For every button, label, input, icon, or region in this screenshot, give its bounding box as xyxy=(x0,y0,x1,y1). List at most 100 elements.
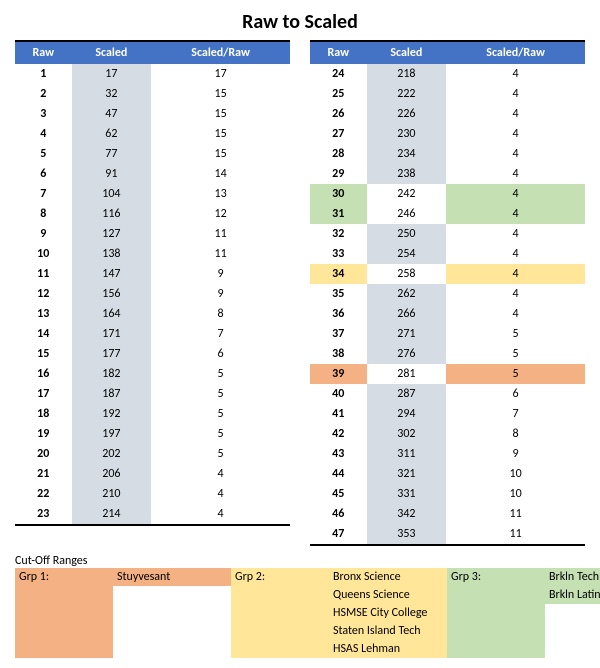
cell-scaled: 302 xyxy=(367,424,447,444)
cell-scaled: 258 xyxy=(367,264,447,284)
legend: Grp 1: Stuyvesant Grp 2: Bronx ScienceQu… xyxy=(15,568,585,658)
cell-scaled: 197 xyxy=(72,424,152,444)
cell-raw: 16 xyxy=(15,364,72,384)
cell-scaled: 250 xyxy=(367,224,447,244)
cell-scaled: 127 xyxy=(72,224,152,244)
cell-raw: 14 xyxy=(15,324,72,344)
cell-ratio: 6 xyxy=(151,344,290,364)
cell-ratio: 4 xyxy=(446,124,585,144)
legend-school: Staten Island Tech xyxy=(329,622,447,640)
cell-ratio: 5 xyxy=(151,384,290,404)
cell-raw: 17 xyxy=(15,384,72,404)
col-raw: Raw xyxy=(310,41,367,64)
cell-scaled: 242 xyxy=(367,184,447,204)
table-row: 222104 xyxy=(15,484,290,504)
cell-scaled: 271 xyxy=(367,324,447,344)
cell-ratio: 11 xyxy=(151,244,290,264)
cell-raw: 12 xyxy=(15,284,72,304)
table-row: 302424 xyxy=(310,184,585,204)
cell-raw: 28 xyxy=(310,144,367,164)
cell-raw: 18 xyxy=(15,404,72,424)
legend-school: Bronx Science xyxy=(329,568,447,586)
cell-ratio: 14 xyxy=(151,164,290,184)
cell-ratio: 4 xyxy=(446,224,585,244)
cell-raw: 6 xyxy=(15,164,72,184)
cell-ratio: 11 xyxy=(446,504,585,524)
table-row: 262264 xyxy=(310,104,585,124)
table-row: 372715 xyxy=(310,324,585,344)
cell-ratio: 15 xyxy=(151,124,290,144)
table-right: Raw Scaled Scaled/Raw 242184252224262264… xyxy=(310,40,585,546)
cell-scaled: 287 xyxy=(367,384,447,404)
table-row: 362664 xyxy=(310,304,585,324)
cell-ratio: 10 xyxy=(446,464,585,484)
cell-raw: 40 xyxy=(310,384,367,404)
cell-raw: 37 xyxy=(310,324,367,344)
cell-ratio: 11 xyxy=(446,524,585,545)
cell-raw: 39 xyxy=(310,364,367,384)
cell-ratio: 15 xyxy=(151,144,290,164)
cell-scaled: 147 xyxy=(72,264,152,284)
table-row: 232144 xyxy=(15,504,290,525)
cell-scaled: 104 xyxy=(72,184,152,204)
table-row: 912711 xyxy=(15,224,290,244)
cell-ratio: 4 xyxy=(446,184,585,204)
cell-scaled: 187 xyxy=(72,384,152,404)
cell-ratio: 5 xyxy=(151,364,290,384)
cell-ratio: 5 xyxy=(446,364,585,384)
cell-raw: 11 xyxy=(15,264,72,284)
table-row: 412947 xyxy=(310,404,585,424)
cell-raw: 44 xyxy=(310,464,367,484)
cell-scaled: 116 xyxy=(72,204,152,224)
cell-ratio: 4 xyxy=(446,144,585,164)
cell-scaled: 171 xyxy=(72,324,152,344)
cell-scaled: 156 xyxy=(72,284,152,304)
table-row: 34715 xyxy=(15,104,290,124)
col-scaled: Scaled xyxy=(72,41,152,64)
cell-raw: 7 xyxy=(15,184,72,204)
cell-scaled: 222 xyxy=(367,84,447,104)
table-row: 111479 xyxy=(15,264,290,284)
cell-ratio: 4 xyxy=(446,204,585,224)
cell-ratio: 4 xyxy=(446,104,585,124)
col-ratio: Scaled/Raw xyxy=(446,41,585,64)
table-row: 202025 xyxy=(15,444,290,464)
table-row: 141717 xyxy=(15,324,290,344)
table-row: 11717 xyxy=(15,64,290,84)
table-row: 710413 xyxy=(15,184,290,204)
cell-raw: 26 xyxy=(310,104,367,124)
legend-grp1-label: Grp 1: xyxy=(15,568,113,658)
cell-raw: 34 xyxy=(310,264,367,284)
cell-scaled: 254 xyxy=(367,244,447,264)
cell-scaled: 238 xyxy=(367,164,447,184)
cell-scaled: 138 xyxy=(72,244,152,264)
table-row: 46215 xyxy=(15,124,290,144)
cell-scaled: 353 xyxy=(367,524,447,545)
cell-ratio: 12 xyxy=(151,204,290,224)
cell-scaled: 32 xyxy=(72,84,152,104)
cell-ratio: 13 xyxy=(151,184,290,204)
cell-raw: 21 xyxy=(15,464,72,484)
table-row: 151776 xyxy=(15,344,290,364)
table-row: 252224 xyxy=(310,84,585,104)
cell-ratio: 17 xyxy=(151,64,290,84)
cell-raw: 23 xyxy=(15,504,72,525)
col-raw: Raw xyxy=(15,41,72,64)
cell-raw: 35 xyxy=(310,284,367,304)
cell-raw: 19 xyxy=(15,424,72,444)
table-row: 392815 xyxy=(310,364,585,384)
cell-scaled: 218 xyxy=(367,64,447,84)
cell-ratio: 4 xyxy=(151,484,290,504)
cell-raw: 2 xyxy=(15,84,72,104)
cell-ratio: 4 xyxy=(446,64,585,84)
cell-raw: 22 xyxy=(15,484,72,504)
table-row: 342584 xyxy=(310,264,585,284)
cell-raw: 47 xyxy=(310,524,367,545)
cell-raw: 1 xyxy=(15,64,72,84)
legend-school: HSAS Lehman xyxy=(329,640,447,658)
cell-scaled: 164 xyxy=(72,304,152,324)
cell-scaled: 62 xyxy=(72,124,152,144)
cell-ratio: 5 xyxy=(151,444,290,464)
table-row: 811612 xyxy=(15,204,290,224)
cell-ratio: 5 xyxy=(151,424,290,444)
